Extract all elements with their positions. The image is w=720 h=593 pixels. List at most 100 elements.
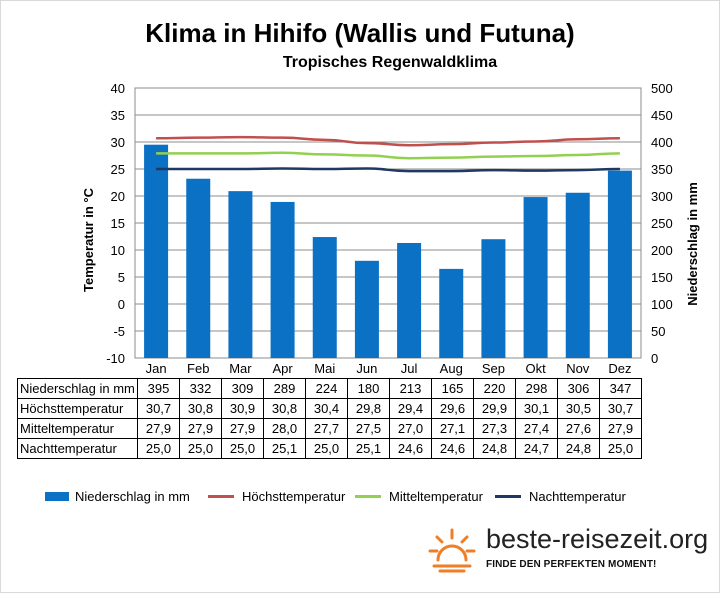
y-right-tick-label: 200 <box>651 243 673 258</box>
precipitation-bars <box>144 144 632 358</box>
precipitation-bar <box>186 178 211 358</box>
table-cell: 289 <box>263 378 306 399</box>
y-left-tick-label: 20 <box>111 189 125 204</box>
table-cell: 25,0 <box>305 438 348 459</box>
left-axis-ticks: -10 -5 0 5 10 15 20 25 30 35 40 <box>106 81 125 366</box>
precipitation-bar <box>270 201 295 358</box>
y-right-tick-label: 150 <box>651 270 673 285</box>
table-cell: 180 <box>347 378 390 399</box>
chart-title: Klima in Hihifo (Wallis und Futuna) <box>145 18 575 48</box>
precipitation-bar <box>144 144 169 358</box>
table-cell: 24,7 <box>515 438 558 459</box>
data-table: Niederschlag in mm 395 332 309 289 224 180 213 1… <box>17 378 642 459</box>
table-row-label: Niederschlag in mm <box>17 378 138 399</box>
table-row: Mitteltemperatur 27,9 27,9 27,9 28,0 27,7 27,5… <box>17 418 642 439</box>
legend-label: Höchsttemperatur <box>242 489 346 504</box>
table-cell: 27,0 <box>389 418 432 439</box>
x-category-label: Mar <box>229 361 252 376</box>
chart-subtitle: Tropisches Regenwaldklima <box>282 54 498 71</box>
table-cell: 25,1 <box>347 438 390 459</box>
table-cell: 30,5 <box>557 398 600 419</box>
y-left-tick-label: 10 <box>111 243 125 258</box>
table-cell: 30,8 <box>179 398 222 419</box>
precipitation-bar <box>607 170 632 358</box>
table-cell: 27,1 <box>431 418 474 439</box>
y-left-tick-label: 15 <box>111 216 125 231</box>
legend-item-precipitation: Niederschlag in mm <box>45 489 190 504</box>
table-cell: 30,4 <box>305 398 348 419</box>
legend-label: Niederschlag in mm <box>75 489 190 504</box>
table-cell: 27,7 <box>305 418 348 439</box>
table-row-label: Mitteltemperatur <box>17 418 138 439</box>
precipitation-bar <box>354 260 379 358</box>
y-right-tick-label: 450 <box>651 108 673 123</box>
x-category-label: Feb <box>187 361 209 376</box>
y-right-tick-label: 0 <box>651 351 658 366</box>
x-category-label: Okt <box>525 361 546 376</box>
table-cell: 213 <box>389 378 432 399</box>
series-line-höchsttemperatur <box>156 135 620 147</box>
table-row: Nachttemperatur 25,0 25,0 25,0 25,1 25,0 25,1 2… <box>17 438 642 459</box>
y-right-tick-label: 250 <box>651 216 673 231</box>
x-category-label: Sep <box>482 361 505 376</box>
table-cell: 298 <box>515 378 558 399</box>
table-cell: 30,7 <box>137 398 180 419</box>
x-category-label: Jan <box>146 361 167 376</box>
table-cell: 27,9 <box>137 418 180 439</box>
precipitation-bar <box>397 242 422 358</box>
table-cell: 395 <box>137 378 180 399</box>
precipitation-bar <box>565 192 590 358</box>
x-category-label: Jun <box>356 361 377 376</box>
y-right-tick-label: 350 <box>651 162 673 177</box>
table-cell: 25,0 <box>179 438 222 459</box>
table-cell: 24,8 <box>557 438 600 459</box>
brand-logo: beste-reisezeit.org FINDE DEN PERFEKTEN … <box>428 522 718 584</box>
y-right-tick-label: 100 <box>651 297 673 312</box>
legend-item-night-temp: Nachttemperatur <box>495 489 626 504</box>
table-cell: 24,6 <box>389 438 432 459</box>
y-right-tick-label: 400 <box>651 135 673 150</box>
table-cell: 30,7 <box>599 398 642 419</box>
legend-swatch <box>495 495 521 498</box>
x-category-label: Nov <box>566 361 590 376</box>
table-cell: 25,0 <box>599 438 642 459</box>
brand-tagline: FINDE DEN PERFEKTEN MOMENT! <box>486 559 657 570</box>
table-cell: 29,6 <box>431 398 474 419</box>
x-category-label: Mai <box>314 361 335 376</box>
plot-area-border <box>134 87 642 359</box>
table-cell: 30,8 <box>263 398 306 419</box>
legend-swatch <box>208 495 234 498</box>
table-cell: 27,9 <box>599 418 642 439</box>
series-line-mitteltemperatur <box>156 151 620 160</box>
y-axis-left-title: Temperatur in °C <box>81 187 96 292</box>
y-right-tick-label: 500 <box>651 81 673 96</box>
table-cell: 27,9 <box>179 418 222 439</box>
precipitation-bar <box>523 197 548 358</box>
y-left-tick-label: 0 <box>118 297 125 312</box>
sun-icon <box>428 528 476 573</box>
right-axis-ticks: 0 50 100 150 200 250 300 350 400 450 500 <box>651 81 673 366</box>
y-left-tick-label: 5 <box>118 270 125 285</box>
legend-label: Mitteltemperatur <box>389 489 483 504</box>
table-cell: 27,9 <box>221 418 264 439</box>
category-labels: Jan Feb Mar Apr Mai Jun Jul Aug Sep Okt Nov Dez <box>146 361 632 376</box>
table-cell: 24,6 <box>431 438 474 459</box>
table-cell: 29,8 <box>347 398 390 419</box>
y-right-tick-label: 300 <box>651 189 673 204</box>
y-axis-right-title: Niederschlag in mm <box>685 182 700 306</box>
table-cell: 309 <box>221 378 264 399</box>
gridlines <box>134 87 642 359</box>
legend-swatch <box>355 495 381 498</box>
table-row: Niederschlag in mm 395 332 309 289 224 180 213 1… <box>17 378 642 399</box>
table-row-label: Nachttemperatur <box>17 438 138 459</box>
y-right-tick-label: 50 <box>651 324 665 339</box>
table-cell: 25,0 <box>137 438 180 459</box>
table-cell: 165 <box>431 378 474 399</box>
precipitation-bar <box>481 239 506 358</box>
table-cell: 30,9 <box>221 398 264 419</box>
y-left-tick-label: -10 <box>106 351 125 366</box>
y-left-tick-label: 40 <box>111 81 125 96</box>
y-left-tick-label: 30 <box>111 135 125 150</box>
x-category-label: Apr <box>272 361 293 376</box>
x-category-label: Jul <box>401 361 418 376</box>
